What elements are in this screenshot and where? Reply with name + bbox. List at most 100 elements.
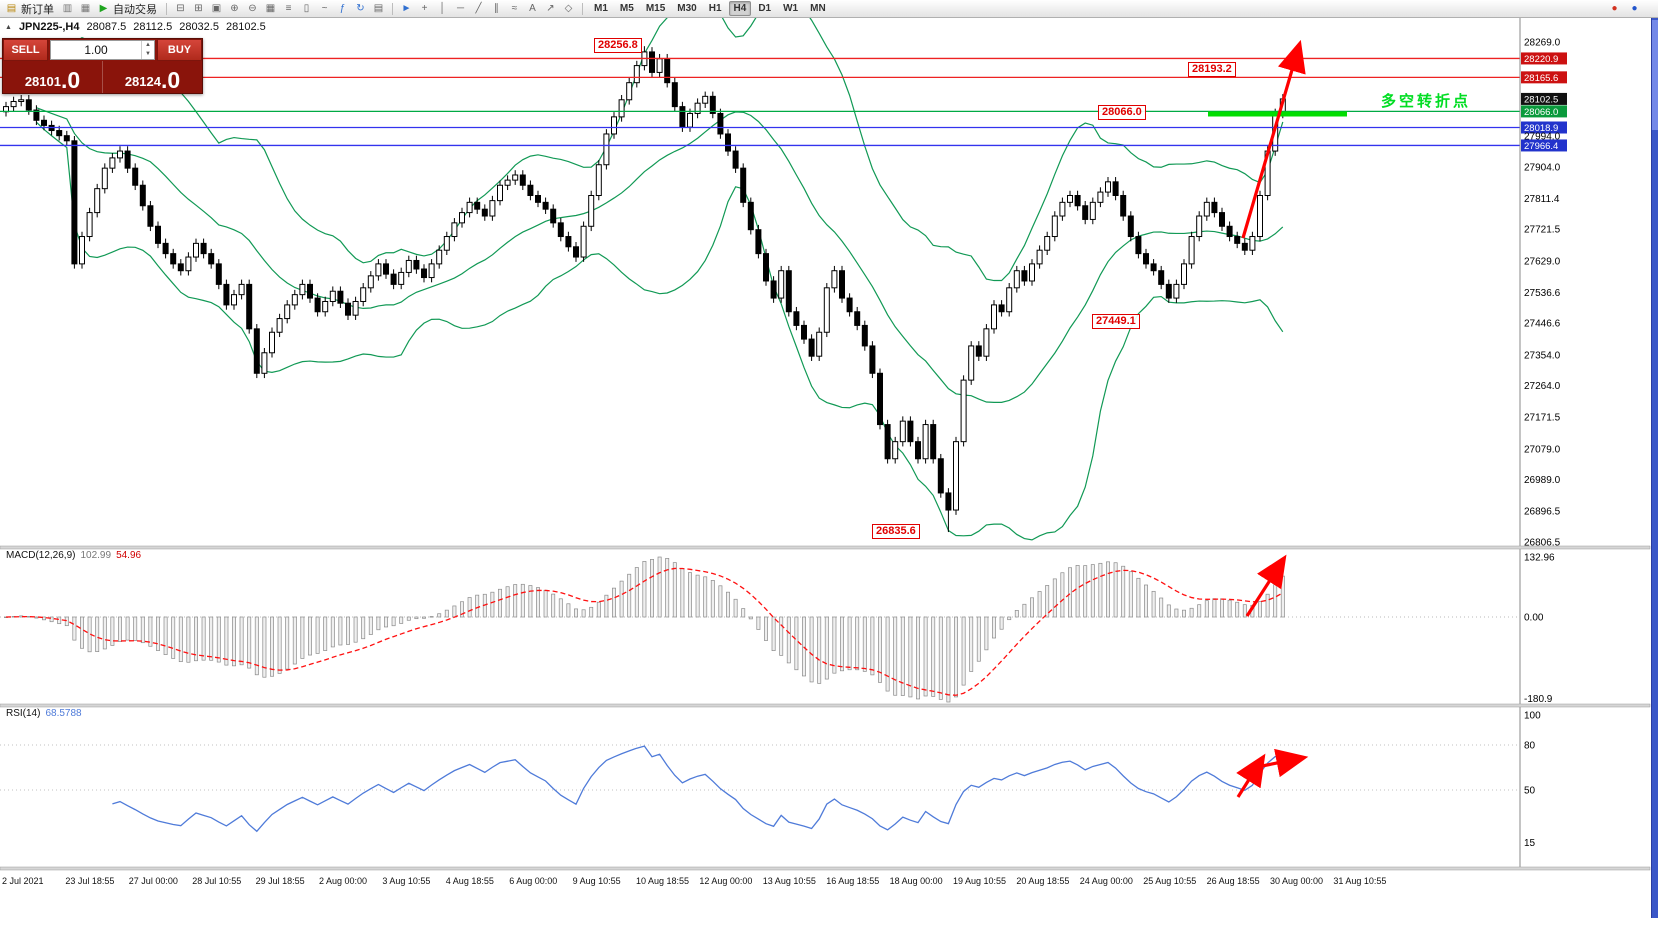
macd-bar	[1182, 609, 1186, 618]
buy-price[interactable]: 28124 .0	[103, 61, 202, 93]
macd-bar	[95, 616, 100, 652]
timeframe-m30[interactable]: M30	[677, 3, 697, 14]
macd-bar	[178, 616, 183, 663]
candle	[945, 488, 952, 533]
candle	[33, 105, 40, 126]
timeframe-h4[interactable]: H4	[728, 1, 752, 16]
autotrading-icon[interactable]: ▶	[99, 3, 108, 14]
timeframe-h1[interactable]: H1	[708, 3, 722, 14]
timeframe-m15[interactable]: M15	[645, 3, 666, 14]
macd-bar	[741, 608, 746, 618]
macd-bar	[938, 616, 943, 700]
volume-up-icon[interactable]: ▲	[145, 42, 151, 48]
candle-body	[801, 324, 807, 340]
candle-body	[1059, 201, 1066, 217]
volume-stepper[interactable]: 1.00 ▲ ▼	[50, 40, 155, 60]
timeframe-w1[interactable]: W1	[783, 3, 799, 14]
candle	[770, 276, 777, 303]
macd-bar	[292, 616, 297, 665]
auto-scroll-icon[interactable]: ↻	[356, 3, 365, 14]
candle	[497, 180, 503, 206]
timeframe-d1[interactable]: D1	[758, 3, 772, 14]
bar-chart-icon[interactable]: ≡	[285, 3, 292, 14]
tile-windows-icon[interactable]: ▦	[265, 3, 276, 14]
candlestick-chart-icon[interactable]: ▯	[303, 3, 310, 14]
time-axis-label: 2 Jul 2021	[2, 876, 44, 886]
candle	[1036, 245, 1043, 269]
community-icon[interactable]: ●	[1611, 3, 1618, 14]
macd-bar	[330, 616, 335, 648]
indicators-icon[interactable]: ƒ	[339, 3, 346, 14]
macd-bar	[270, 616, 274, 677]
candle	[763, 248, 769, 286]
macd-bar	[1220, 598, 1224, 618]
volume-down-icon[interactable]: ▼	[145, 51, 151, 57]
new-order-label[interactable]: 新订单	[21, 3, 54, 16]
zoom-out-icon[interactable]: ⊖	[248, 3, 257, 14]
toolbar-separator	[392, 2, 393, 15]
scrollbar-thumb[interactable]	[1652, 20, 1658, 130]
candle	[1203, 197, 1210, 221]
horizontal-line-icon[interactable]: ─	[456, 3, 465, 14]
vertical-scrollbar[interactable]	[1651, 18, 1658, 918]
candle-body	[124, 150, 131, 169]
timeframe-m5[interactable]: M5	[619, 3, 634, 14]
candle	[991, 300, 997, 334]
macd-bar	[824, 616, 829, 680]
timeframe-m1[interactable]: M1	[594, 3, 608, 14]
macd-bar	[680, 568, 685, 618]
trend-arrow	[1241, 39, 1306, 239]
macd-bar	[102, 616, 107, 650]
buy-button[interactable]: BUY	[157, 39, 202, 61]
candle	[603, 129, 610, 170]
cascade-windows-icon[interactable]: ▣	[211, 3, 222, 14]
price-axis-highlight	[1521, 105, 1567, 118]
text-label-icon[interactable]: A	[529, 3, 536, 14]
macd-bar	[771, 616, 776, 652]
candle-body	[398, 271, 405, 285]
new-order-icon[interactable]: ▤	[6, 3, 17, 14]
chart-window-icon[interactable]: ▥	[62, 3, 73, 14]
candle	[428, 259, 435, 283]
tile-vertical-icon[interactable]: ⊞	[194, 3, 203, 14]
price-axis-label: 28165.6	[1524, 73, 1558, 84]
fibonacci-icon[interactable]: ≈	[511, 3, 518, 14]
macd-bar	[779, 616, 784, 656]
macd-bar	[604, 594, 609, 618]
macd-bar	[976, 616, 981, 662]
arrows-tool-icon[interactable]: ↗	[546, 3, 555, 14]
sell-price[interactable]: 28101 .0	[3, 61, 102, 93]
price-axis-label: 27721.5	[1524, 225, 1561, 236]
cursor-icon[interactable]: ►	[401, 3, 412, 14]
zoom-in-icon[interactable]: ⊕	[230, 3, 239, 14]
time-axis-label: 9 Aug 10:55	[573, 876, 621, 886]
price-axis-label: 27354.0	[1524, 350, 1561, 361]
chart-menu-icon[interactable]: ▲	[5, 23, 12, 31]
price-axis-label: 28102.5	[1524, 94, 1558, 105]
crosshair-icon[interactable]: +	[421, 3, 428, 14]
sell-button[interactable]: SELL	[3, 39, 48, 61]
candle-body	[101, 167, 108, 190]
macd-bar	[34, 616, 39, 619]
autotrading-label[interactable]: 自动交易	[113, 3, 157, 16]
market-watch-icon[interactable]: ▦	[80, 3, 91, 14]
candle-body	[831, 270, 838, 289]
candle	[1196, 211, 1203, 242]
tile-horizontal-icon[interactable]: ⊟	[176, 3, 185, 14]
candle	[504, 175, 511, 191]
candle-body	[276, 318, 283, 333]
shapes-icon[interactable]: ◇	[564, 3, 573, 14]
chart-shift-icon[interactable]: ▤	[373, 3, 384, 14]
line-chart-icon[interactable]: ~	[321, 3, 328, 14]
candle	[413, 255, 420, 274]
equidistant-channel-icon[interactable]: ∥	[494, 3, 499, 14]
macd-bar	[156, 616, 160, 651]
vertical-line-icon[interactable]: │	[439, 3, 446, 14]
time-axis-label: 26 Aug 18:55	[1207, 876, 1260, 886]
volume-value[interactable]: 1.00	[84, 43, 108, 57]
price-axis-highlight	[1521, 71, 1567, 84]
search-icon[interactable]: ●	[1631, 3, 1638, 14]
timeframe-mn[interactable]: MN	[810, 3, 826, 14]
candle-body	[945, 492, 952, 511]
trendline-icon[interactable]: ╱	[475, 3, 482, 14]
